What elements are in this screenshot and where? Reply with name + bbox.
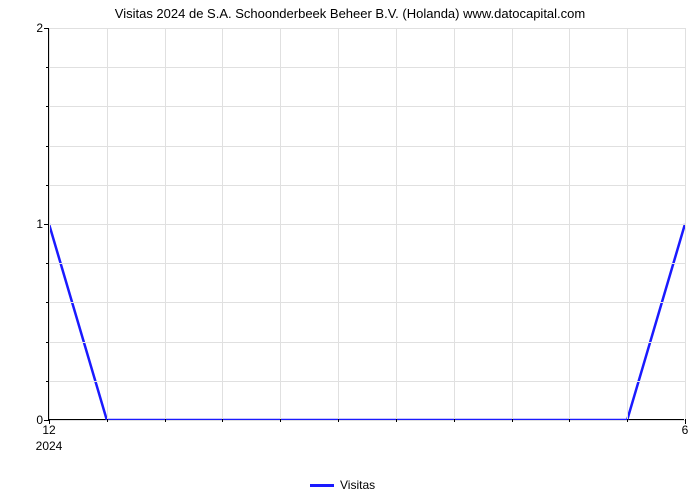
grid-line-horizontal (49, 185, 685, 186)
x-minor-tick (280, 419, 281, 422)
legend-label: Visitas (340, 478, 375, 492)
plot-area: 0121262024 (48, 28, 684, 420)
x-minor-tick (107, 419, 108, 422)
chart-container: Visitas 2024 de S.A. Schoonderbeek Behee… (0, 0, 700, 500)
y-minor-tick (46, 67, 49, 68)
y-minor-tick (46, 381, 49, 382)
y-minor-tick (46, 185, 49, 186)
x-tick-label: 6 (682, 423, 689, 437)
x-minor-tick (454, 419, 455, 422)
grid-line-vertical (685, 28, 686, 420)
x-secondary-label: 2024 (36, 439, 63, 453)
grid-line-horizontal (49, 381, 685, 382)
y-tick-label: 1 (36, 217, 43, 231)
grid-line-horizontal (49, 224, 685, 225)
x-minor-tick (338, 419, 339, 422)
x-minor-tick (165, 419, 166, 422)
y-minor-tick (46, 106, 49, 107)
x-minor-tick (512, 419, 513, 422)
x-minor-tick (627, 419, 628, 422)
y-minor-tick (46, 263, 49, 264)
chart-title: Visitas 2024 de S.A. Schoonderbeek Behee… (0, 6, 700, 21)
y-tick-mark (44, 224, 49, 225)
y-minor-tick (46, 146, 49, 147)
grid-line-horizontal (49, 302, 685, 303)
grid-line-horizontal (49, 342, 685, 343)
x-minor-tick (396, 419, 397, 422)
y-minor-tick (46, 302, 49, 303)
legend: Visitas (310, 478, 375, 492)
grid-line-horizontal (49, 146, 685, 147)
grid-line-horizontal (49, 67, 685, 68)
grid-line-horizontal (49, 28, 685, 29)
y-minor-tick (46, 342, 49, 343)
series-line (49, 224, 685, 420)
grid-line-horizontal (49, 263, 685, 264)
x-tick-label: 12 (42, 423, 55, 437)
x-minor-tick (569, 419, 570, 422)
grid-line-horizontal (49, 420, 685, 421)
y-tick-mark (44, 28, 49, 29)
grid-line-horizontal (49, 106, 685, 107)
legend-swatch (310, 484, 334, 487)
y-tick-label: 2 (36, 21, 43, 35)
x-minor-tick (222, 419, 223, 422)
